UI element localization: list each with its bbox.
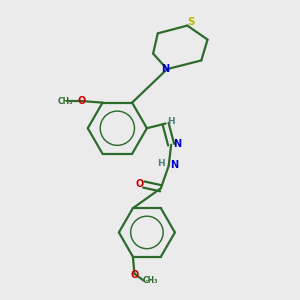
Text: N: N — [173, 139, 181, 149]
Text: N: N — [170, 160, 178, 170]
Text: O: O — [136, 179, 144, 189]
Text: CH₃: CH₃ — [142, 276, 158, 285]
Text: CH₃: CH₃ — [58, 97, 73, 106]
Text: methoxy: methoxy — [146, 280, 152, 281]
Text: S: S — [187, 17, 195, 28]
Text: N: N — [161, 64, 169, 74]
Text: H: H — [167, 117, 175, 126]
Text: O: O — [78, 96, 86, 106]
Text: H: H — [157, 159, 164, 168]
Text: methoxy: methoxy — [66, 100, 73, 101]
Text: O: O — [130, 270, 139, 280]
